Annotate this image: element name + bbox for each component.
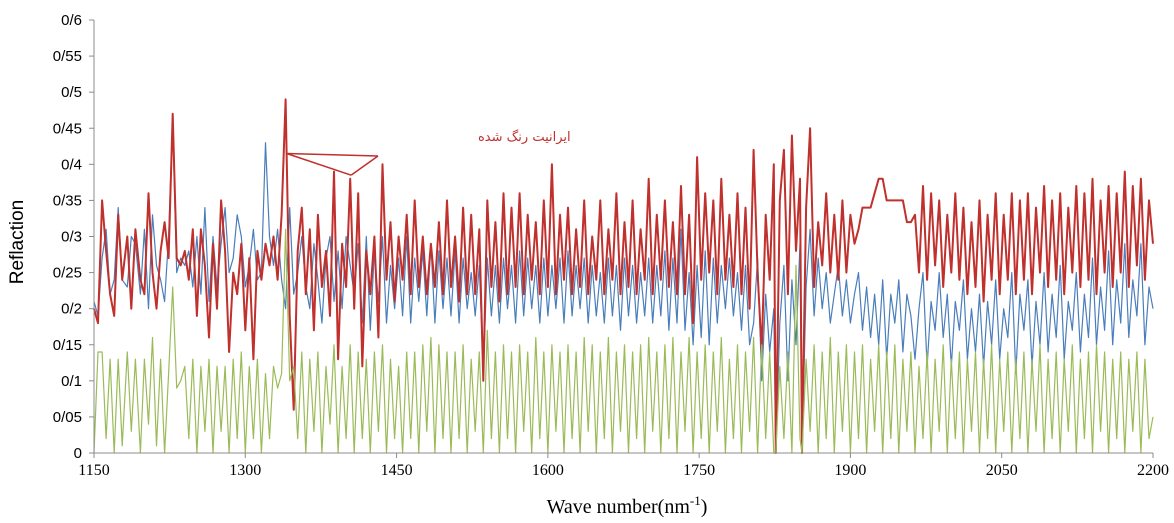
x-tick-label: 1450: [381, 462, 413, 479]
x-axis-title: Wave number(nm-1): [547, 493, 708, 518]
y-tick-label: 0/45: [53, 120, 82, 137]
y-tick-label: 0/6: [61, 12, 82, 29]
x-tick-label: 1600: [532, 462, 564, 479]
series-line-2: [93, 98, 1154, 454]
x-axis-title-superscript: -1: [690, 493, 701, 508]
annotation-leader-2: [350, 155, 379, 176]
y-tick-label: 0/05: [53, 409, 82, 426]
x-axis-title-main: Wave number(nm: [547, 496, 691, 518]
tick-labels: 0 0/05 0/1 0/15 0/2 0/25 0/3 0/35 0/4 0/45 0/5 0/55…: [53, 12, 1169, 479]
y-tick-label: 0/2: [61, 301, 82, 318]
x-tick-label: 1900: [834, 462, 866, 479]
series-line-3: [93, 228, 1154, 454]
x-tick-label: 2050: [986, 462, 1018, 479]
annotation-leader-1: [286, 152, 379, 157]
y-tick-label: 0/4: [61, 156, 82, 173]
x-axis-title-end: ): [701, 496, 708, 518]
y-tick-label: 0/5: [61, 84, 82, 101]
annotation: ایرانیت رنگ شده: [286, 129, 571, 176]
y-tick-label: 0/3: [61, 229, 82, 246]
y-tick-label: 0/15: [53, 337, 82, 354]
annotation-label: ایرانیت رنگ شده: [478, 129, 571, 145]
y-tick-label: 0/55: [53, 48, 82, 65]
x-tick-label: 1750: [683, 462, 715, 479]
series-line-1: [93, 120, 1154, 454]
y-axis-title: Reflaction: [7, 200, 28, 285]
y-tick-label: 0/1: [61, 373, 82, 390]
x-tick-label: 2200: [1137, 462, 1169, 479]
y-tick-label: 0: [74, 445, 82, 462]
y-tick-label: 0/25: [53, 265, 82, 282]
y-tick-label: 0/35: [53, 192, 82, 209]
annotation-leader-3: [286, 152, 352, 176]
x-tick-label: 1300: [229, 462, 261, 479]
x-tick-label: 1150: [78, 462, 109, 479]
plot-area: [93, 98, 1154, 454]
